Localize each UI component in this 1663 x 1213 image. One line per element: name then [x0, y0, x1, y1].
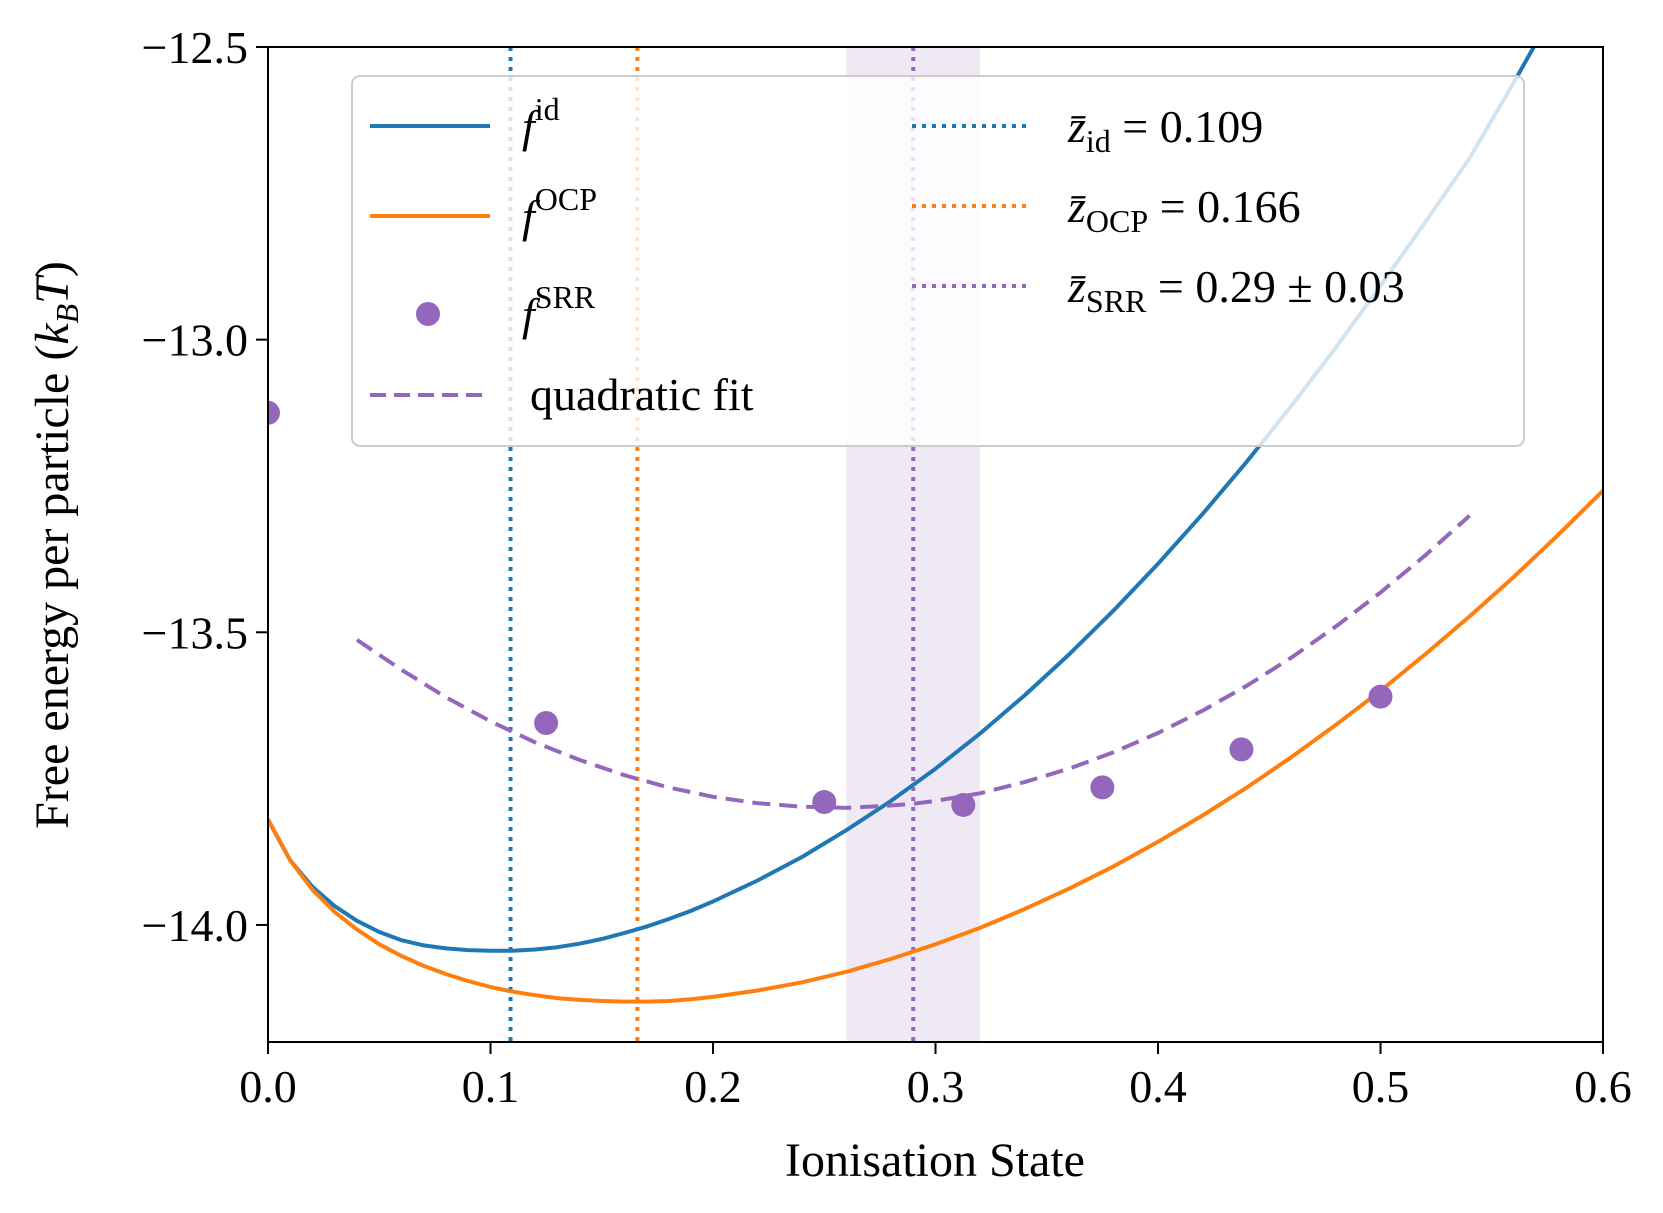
y-axis-label-k: k — [26, 322, 79, 345]
y-tick-label-3: −12.5 — [142, 22, 248, 73]
legend: fid fOCP fSRR quadratic fit z̄id = 0.109… — [351, 75, 1525, 447]
x-tick-label-0: 0.0 — [239, 1061, 297, 1112]
legend-label-zbar-ocp-rest: = 0.166 — [1148, 181, 1300, 232]
y-tick-label-1: −13.5 — [142, 607, 248, 658]
legend-label-zbar-ocp: z̄OCP = 0.166 — [1067, 181, 1301, 239]
y-tick-label-0: −14.0 — [142, 900, 248, 951]
legend-swatch-f-srr — [416, 302, 440, 326]
x-axis-ticks: 0.0 0.1 0.2 0.3 0.4 0.5 0.6 — [239, 1042, 1632, 1112]
y-axis-label-main: Free energy per particle ( — [26, 345, 79, 829]
legend-label-f-ocp-sup: OCP — [535, 181, 597, 217]
point-f-srr-4 — [1090, 775, 1115, 800]
legend-label-f-srr: fSRR — [522, 279, 596, 340]
legend-label-f-id-sup: id — [535, 91, 560, 127]
legend-label-zbar-srr: z̄SRR = 0.29 ± 0.03 — [1067, 261, 1405, 319]
series-layer — [268, 47, 1603, 1004]
y-axis-ticks: −14.0 −13.5 −13.0 −12.5 — [142, 22, 268, 951]
y-axis-label: Free energy per particle (kBT) — [26, 261, 85, 829]
legend-label-zbar-ocp-var: z̄ — [1067, 181, 1086, 232]
legend-label-zbar-ocp-sub: OCP — [1086, 203, 1148, 239]
legend-frame — [351, 75, 1525, 447]
legend-label-quadratic-fit: quadratic fit — [530, 369, 754, 420]
x-tick-label-4: 0.4 — [1129, 1061, 1187, 1112]
legend-label-f-srr-sup: SRR — [535, 279, 596, 315]
point-f-srr-0 — [268, 400, 280, 425]
y-tick-label-2: −13.0 — [142, 315, 248, 366]
x-tick-label-5: 0.5 — [1352, 1061, 1410, 1112]
point-f-srr-1 — [534, 711, 559, 736]
series-line-f-ocp — [268, 489, 1603, 1004]
y-axis-label-close: ) — [26, 261, 79, 277]
x-tick-label-1: 0.1 — [462, 1061, 520, 1112]
legend-label-zbar-id-sub: id — [1086, 123, 1111, 159]
y-axis-label-sub: B — [49, 304, 85, 324]
legend-label-zbar-id: z̄id = 0.109 — [1067, 101, 1263, 159]
legend-label-zbar-srr-sub: SRR — [1086, 283, 1147, 319]
point-f-srr-2 — [812, 790, 837, 815]
point-f-srr-5 — [1229, 737, 1254, 762]
legend-label-zbar-srr-rest: = 0.29 ± 0.03 — [1146, 261, 1404, 312]
y-axis-label-t: T — [26, 274, 79, 304]
series-line-quadratic-fit — [355, 514, 1471, 810]
x-tick-label-6: 0.6 — [1574, 1061, 1632, 1112]
legend-label-zbar-id-var: z̄ — [1067, 101, 1086, 152]
legend-label-zbar-id-rest: = 0.109 — [1111, 101, 1263, 152]
x-tick-label-2: 0.2 — [684, 1061, 742, 1112]
x-axis-label: Ionisation State — [785, 1134, 1085, 1187]
point-f-srr-6 — [1368, 684, 1393, 709]
x-tick-label-3: 0.3 — [907, 1061, 965, 1112]
legend-label-zbar-srr-var: z̄ — [1067, 261, 1086, 312]
